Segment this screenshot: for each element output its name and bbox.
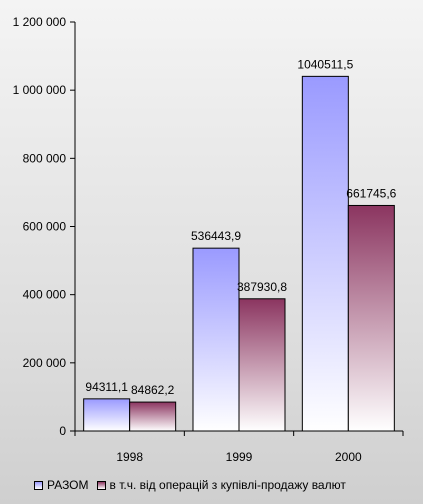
bar-total-1999 bbox=[192, 247, 240, 432]
bar-total-1998 bbox=[83, 398, 131, 432]
data-label: 84862,2 bbox=[131, 383, 175, 397]
data-label: 387930,8 bbox=[237, 280, 287, 294]
chart-legend: РАЗОМ в т.ч. від операцій з купівлі-прод… bbox=[34, 478, 354, 492]
legend-swatch-fx bbox=[96, 480, 106, 490]
y-tick-label: 600 000 bbox=[23, 220, 67, 234]
x-tick-label: 2000 bbox=[335, 450, 362, 464]
data-label: 536443,9 bbox=[191, 229, 241, 243]
y-tick-label: 1 000 000 bbox=[13, 83, 67, 97]
bar-fx-2000 bbox=[347, 204, 395, 432]
legend-item-total: РАЗОМ bbox=[34, 478, 89, 492]
y-tick-label: 400 000 bbox=[23, 288, 67, 302]
data-label: 661745,6 bbox=[346, 186, 396, 200]
legend-label-fx: в т.ч. від операцій з купівлі-продажу ва… bbox=[109, 478, 346, 492]
bar-fx-1999 bbox=[238, 298, 286, 432]
x-tick-label: 1999 bbox=[226, 450, 253, 464]
y-tick-label: 0 bbox=[59, 424, 66, 438]
legend-swatch-total bbox=[34, 480, 43, 490]
y-tick-label: 800 000 bbox=[23, 151, 67, 165]
bar-fx-1998 bbox=[129, 401, 177, 432]
data-label: 94311,1 bbox=[85, 380, 128, 394]
y-tick-label: 1 200 000 bbox=[13, 15, 67, 29]
legend-item-fx: в т.ч. від операцій з купівлі-продажу ва… bbox=[96, 478, 346, 492]
bar-total-2000 bbox=[301, 75, 349, 432]
data-label: 1040511,5 bbox=[297, 57, 353, 71]
x-tick-label: 1998 bbox=[116, 450, 143, 464]
y-tick-label: 200 000 bbox=[23, 356, 67, 370]
legend-label-total: РАЗОМ bbox=[47, 478, 89, 492]
